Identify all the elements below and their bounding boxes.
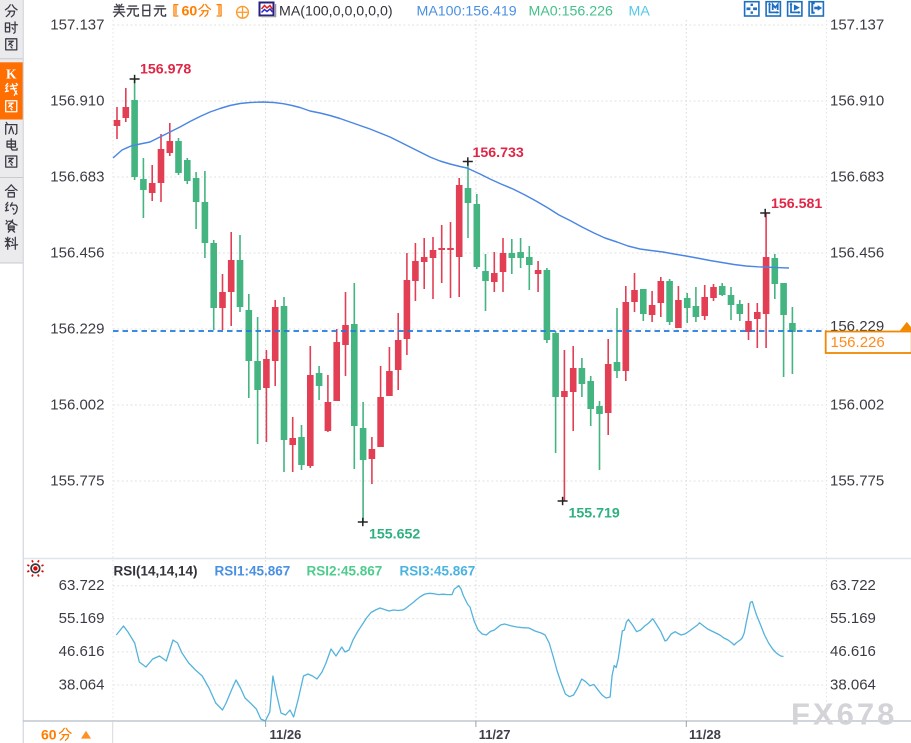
svg-text:RSI2:45.867: RSI2:45.867: [307, 563, 383, 578]
svg-text:156.978: 156.978: [140, 62, 191, 78]
svg-text:60: 60: [182, 3, 198, 19]
svg-text:MA100:156.419: MA100:156.419: [417, 3, 517, 19]
svg-text:FX678: FX678: [791, 697, 897, 732]
svg-text:11/27: 11/27: [479, 727, 511, 742]
svg-text:155.775: 155.775: [50, 472, 104, 489]
svg-text:156.229: 156.229: [50, 320, 104, 337]
svg-text:55.169: 55.169: [830, 610, 876, 627]
svg-text:156.910: 156.910: [830, 92, 884, 109]
svg-text:63.722: 63.722: [59, 577, 105, 594]
svg-text:157.137: 157.137: [50, 16, 104, 33]
svg-text:156.733: 156.733: [473, 145, 524, 161]
svg-text:K: K: [6, 67, 17, 82]
svg-text:156.581: 156.581: [771, 196, 822, 212]
svg-text:155.775: 155.775: [830, 472, 884, 489]
svg-text:RSI1:45.867: RSI1:45.867: [215, 563, 291, 578]
svg-text:156.226: 156.226: [831, 334, 885, 351]
svg-text:RSI(14,14,14): RSI(14,14,14): [114, 563, 198, 578]
svg-text:156.910: 156.910: [50, 92, 104, 109]
svg-text:11/28: 11/28: [689, 727, 721, 742]
svg-text:46.616: 46.616: [59, 643, 105, 660]
svg-text:63.722: 63.722: [830, 577, 876, 594]
svg-text:156.002: 156.002: [830, 396, 884, 413]
svg-text:156.456: 156.456: [50, 244, 104, 261]
svg-text:38.064: 38.064: [830, 676, 876, 693]
svg-text:156.683: 156.683: [830, 168, 884, 185]
svg-text:155.652: 155.652: [369, 527, 420, 543]
svg-text:157.137: 157.137: [830, 16, 884, 33]
svg-text:156.002: 156.002: [50, 396, 104, 413]
svg-text:55.169: 55.169: [59, 610, 105, 627]
svg-text:156.683: 156.683: [50, 168, 104, 185]
svg-text:MA: MA: [629, 3, 651, 19]
svg-text:60: 60: [41, 727, 57, 743]
svg-text:MA0:156.226: MA0:156.226: [529, 3, 614, 19]
svg-text:38.064: 38.064: [59, 676, 105, 693]
svg-text:MA(100,0,0,0,0,0): MA(100,0,0,0,0,0): [279, 3, 393, 19]
svg-text:156.229: 156.229: [830, 318, 884, 335]
svg-text:156.456: 156.456: [830, 244, 884, 261]
svg-text:46.616: 46.616: [830, 643, 876, 660]
svg-text:RSI3:45.867: RSI3:45.867: [400, 563, 476, 578]
svg-text:155.719: 155.719: [569, 506, 620, 522]
svg-text:11/26: 11/26: [270, 727, 302, 742]
